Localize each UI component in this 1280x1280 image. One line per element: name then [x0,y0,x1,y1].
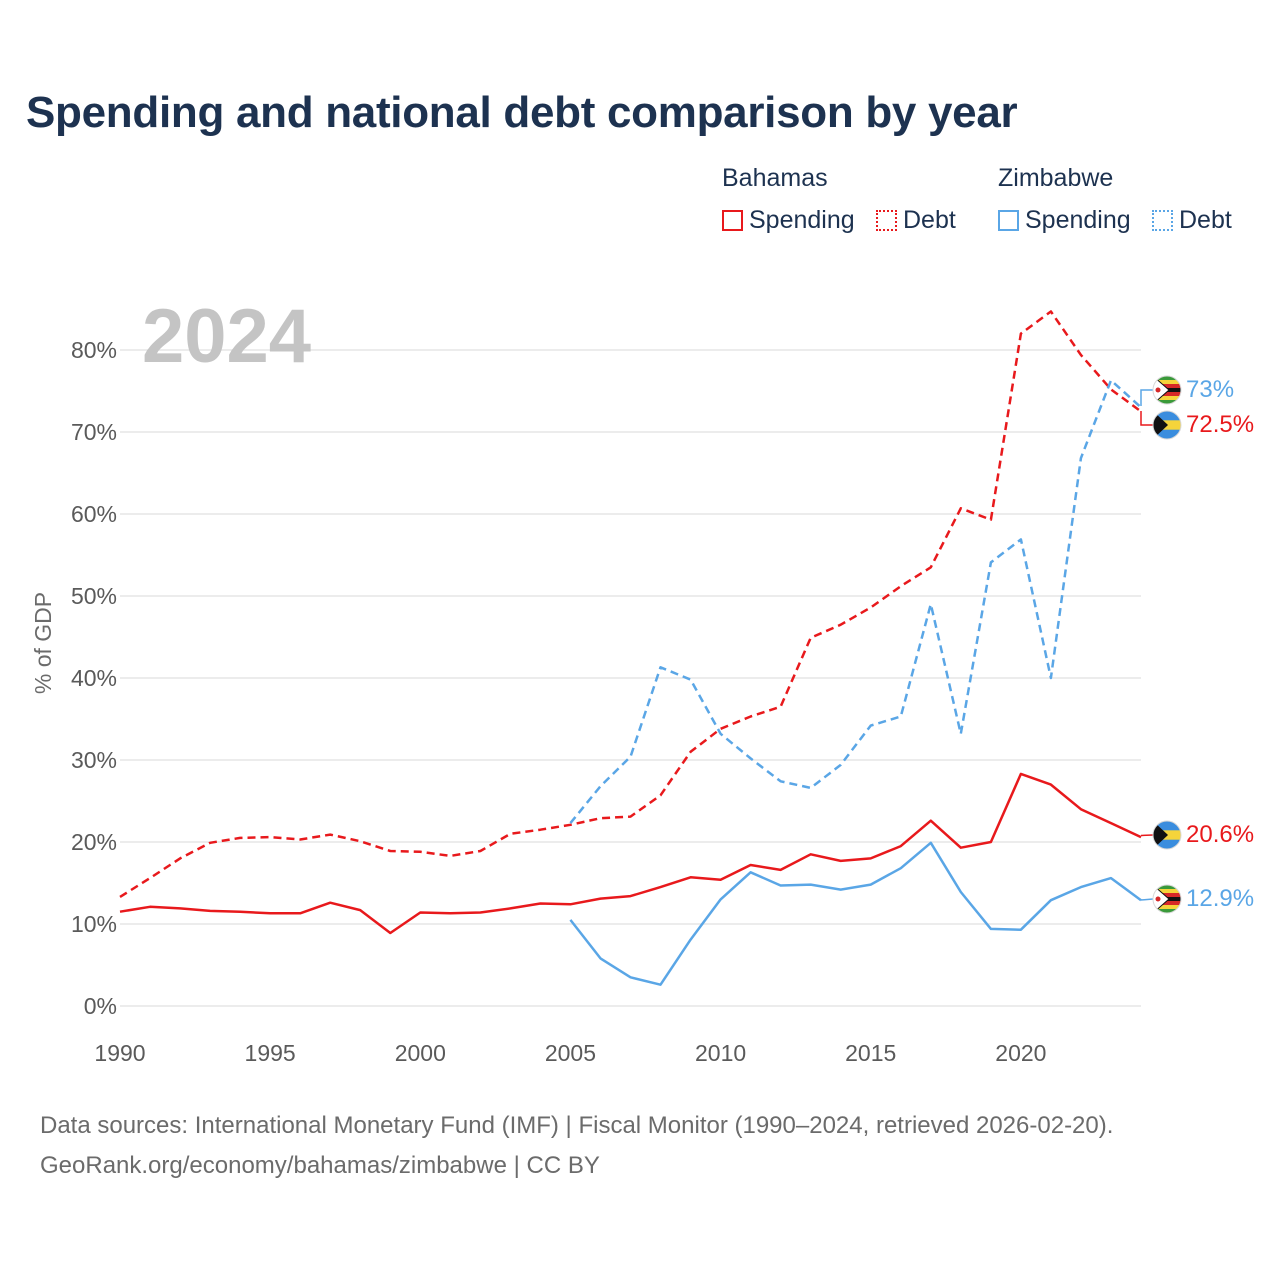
end-label-zimbabwe-debt: 73% [1186,376,1234,403]
series-lines [119,310,1142,986]
end-label-bahamas-spending: 20.6% [1186,821,1254,848]
y-tick-label: 10% [71,911,117,937]
legend-item-zimbabwe-spending[interactable]: Spending [998,206,1131,235]
legend-item-bahamas-debt[interactable]: Debt [876,206,956,235]
legend-group-zimbabwe: Zimbabwe Spending Debt [998,164,1258,244]
y-tick-label: 40% [71,665,117,691]
gridlines [120,349,1141,1007]
legend-swatch-dotted [876,210,897,231]
x-tick-label: 1990 [94,1040,145,1066]
end-connector-zimbabwe-debt [1140,389,1153,406]
end-connector-bahamas-debt [1140,411,1153,426]
legend-item-label: Debt [1179,206,1232,234]
y-tick-label: 80% [71,337,117,363]
footer-sources: Data sources: International Monetary Fun… [40,1112,1114,1139]
end-label-zimbabwe-spending: 12.9% [1186,885,1254,912]
legend-group-label: Zimbabwe [998,164,1114,192]
legend-item-zimbabwe-debt[interactable]: Debt [1152,206,1232,235]
footer-credit[interactable]: GeoRank.org/economy/bahamas/zimbabwe | C… [40,1152,600,1179]
y-tick-label: 20% [71,829,117,855]
y-axis: 0% 10% 20% 30% 40% 50% 60% 70% 80% [71,337,117,1019]
bahamas-flag-icon [1153,821,1181,849]
y-tick-label: 30% [71,747,117,773]
zimbabwe-flag-icon [1153,376,1181,404]
bahamas-flag-icon [1153,411,1181,439]
legend-group-bahamas: Bahamas Spending Debt [722,164,982,244]
legend-group-label: Bahamas [722,164,828,192]
x-tick-label: 2000 [395,1040,446,1066]
x-tick-label: 2010 [695,1040,746,1066]
series-line-bahamas-spending[interactable] [119,772,1142,935]
flag-border [1152,410,1182,440]
x-tick-label: 2020 [995,1040,1046,1066]
legend-item-bahamas-spending[interactable]: Spending [722,206,855,235]
y-tick-label: 70% [71,419,117,445]
chart-title: Spending and national debt comparison by… [26,88,1018,137]
x-tick-label: 1995 [245,1040,296,1066]
footer: Data sources: International Monetary Fun… [40,1106,1113,1186]
end-connector-zimbabwe-spending [1140,898,1154,901]
x-tick-label: 2015 [845,1040,896,1066]
flag-border [1152,884,1182,914]
legend-swatch-solid [998,210,1019,231]
legend-item-label: Debt [903,206,956,234]
end-connector-bahamas-spending [1140,834,1154,837]
end-label-bahamas-debt: 72.5% [1186,411,1254,438]
series-line-zimbabwe-spending[interactable] [569,841,1142,986]
series-line-bahamas-debt[interactable] [119,310,1142,898]
legend-item-label: Spending [749,206,855,234]
flag-border [1152,375,1182,405]
series-line-zimbabwe-debt[interactable] [569,379,1142,824]
legend-swatch-solid [722,210,743,231]
y-tick-label: 0% [84,993,117,1019]
legend-item-label: Spending [1025,206,1131,234]
zimbabwe-flag-icon [1153,885,1181,913]
flag-border [1152,820,1182,850]
y-axis-label: % of GDP [30,592,56,694]
x-tick-label: 2005 [545,1040,596,1066]
x-axis: 1990 1995 2000 2005 2010 2015 2020 [94,1040,1046,1066]
y-tick-label: 50% [71,583,117,609]
legend-swatch-dotted [1152,210,1173,231]
year-watermark: 2024 [142,294,311,379]
y-tick-label: 60% [71,501,117,527]
